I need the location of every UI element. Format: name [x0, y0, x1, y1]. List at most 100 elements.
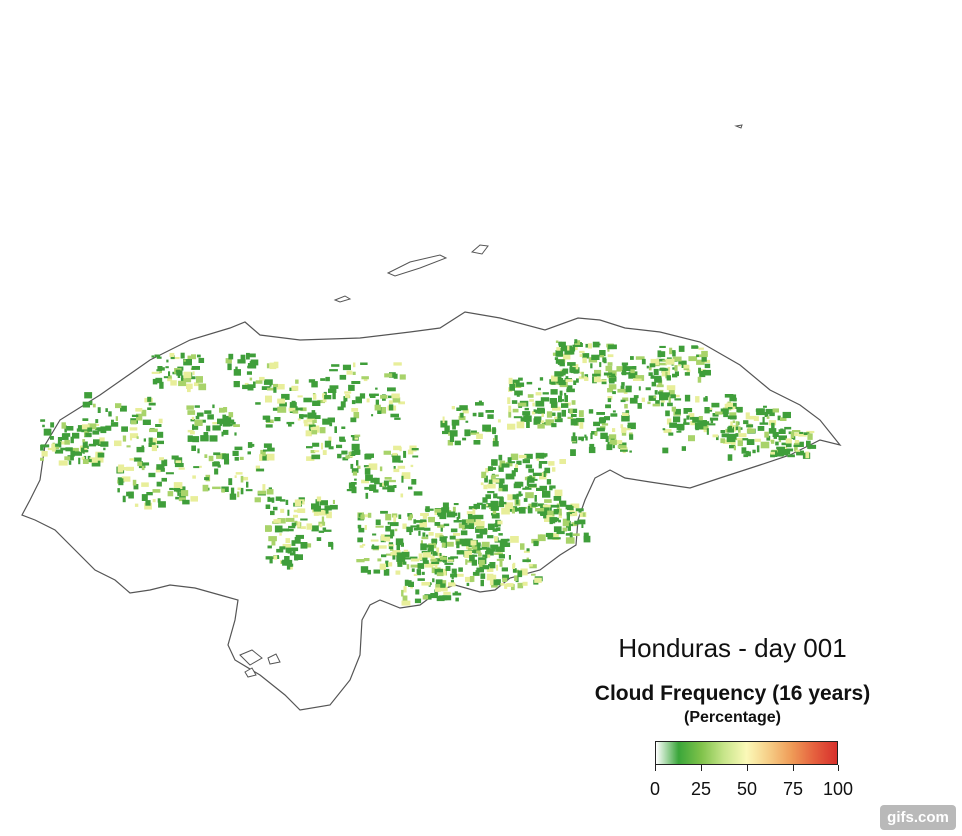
- cloud-speckle: [285, 538, 291, 543]
- cloud-speckle: [621, 372, 630, 375]
- cloud-speckle: [324, 395, 332, 400]
- cloud-speckle: [489, 578, 494, 586]
- cloud-speckle: [633, 378, 642, 381]
- cloud-speckle: [641, 358, 646, 365]
- cloud-speckle: [607, 344, 617, 350]
- cloud-speckle: [599, 350, 606, 357]
- cloud-speckle: [527, 507, 533, 514]
- cloud-speckle: [437, 552, 442, 557]
- cloud-speckle: [268, 536, 277, 542]
- cloud-speckle: [288, 407, 297, 412]
- cloud-speckle: [214, 468, 219, 475]
- cloud-speckle: [555, 340, 559, 343]
- cloud-speckle: [151, 444, 157, 452]
- cloud-speckle: [676, 430, 682, 433]
- cloud-speckle: [537, 503, 544, 507]
- cloud-speckle: [247, 451, 251, 455]
- cloud-speckle: [443, 591, 451, 595]
- cloud-speckle: [675, 408, 681, 415]
- cloud-speckle: [182, 499, 190, 505]
- cloud-speckle: [472, 508, 476, 515]
- cloud-speckle: [473, 440, 481, 445]
- cloud-speckle: [213, 461, 220, 465]
- cloud-speckle: [582, 512, 586, 517]
- cloud-speckle: [609, 439, 617, 446]
- cloud-speckle: [784, 426, 792, 430]
- cloud-speckle: [233, 369, 241, 376]
- cloud-speckle: [604, 416, 610, 421]
- cloud-speckle: [277, 398, 286, 404]
- cloud-speckle: [466, 582, 470, 586]
- cloud-speckle: [559, 500, 567, 507]
- cloud-speckle: [698, 367, 701, 374]
- cloud-speckle: [251, 443, 255, 447]
- cloud-speckle: [141, 445, 144, 449]
- cloud-speckle: [491, 467, 497, 470]
- cloud-speckle: [516, 499, 519, 505]
- cloud-speckle: [237, 359, 246, 364]
- cloud-speckle: [87, 427, 93, 432]
- cloud-speckle: [688, 413, 695, 418]
- cloud-speckle: [50, 422, 55, 428]
- cloud-speckle: [486, 567, 494, 572]
- cloud-speckle: [322, 393, 326, 398]
- cloud-speckle: [762, 416, 765, 424]
- cloud-speckle: [383, 480, 389, 486]
- cloud-speckle: [441, 542, 446, 548]
- cloud-speckle: [134, 503, 139, 507]
- cloud-speckle: [560, 399, 564, 402]
- cloud-speckle: [745, 451, 751, 457]
- cloud-speckle: [40, 444, 50, 448]
- cloud-speckle: [265, 556, 273, 560]
- cloud-speckle: [449, 535, 456, 540]
- cloud-speckle: [681, 446, 686, 451]
- cloud-speckle: [578, 436, 584, 441]
- cloud-speckle: [422, 560, 429, 564]
- cloud-speckle: [169, 352, 175, 357]
- cloud-speckle: [311, 454, 321, 460]
- cloud-speckle: [554, 357, 559, 360]
- cloud-speckle: [261, 386, 271, 390]
- cloud-speckle: [533, 540, 539, 547]
- cloud-speckle: [632, 366, 637, 370]
- cloud-speckle: [249, 353, 256, 358]
- cloud-speckle: [229, 419, 235, 424]
- cloud-speckle: [402, 523, 407, 529]
- cloud-speckle: [609, 381, 615, 384]
- cloud-speckle: [511, 584, 515, 591]
- cloud-speckle: [710, 420, 714, 424]
- cloud-speckle: [60, 447, 69, 451]
- cloud-speckle: [690, 421, 696, 426]
- cloud-speckle: [756, 445, 760, 453]
- cloud-speckle: [266, 489, 274, 495]
- cloud-speckle: [667, 402, 673, 407]
- cloud-speckle: [415, 589, 420, 595]
- cloud-speckle: [322, 527, 327, 531]
- cloud-speckle: [768, 428, 777, 434]
- cloud-speckle: [692, 416, 700, 423]
- cloud-speckle: [540, 397, 550, 402]
- cloud-speckle: [630, 369, 635, 374]
- cloud-speckle: [608, 434, 617, 440]
- cloud-speckle: [444, 425, 450, 433]
- cloud-speckle: [481, 503, 486, 510]
- cloud-speckle: [440, 587, 445, 592]
- cloud-speckle: [770, 451, 775, 455]
- cloud-speckle: [525, 492, 534, 499]
- cloud-speckle: [141, 494, 148, 501]
- cloud-speckle: [531, 502, 538, 507]
- cloud-speckle: [752, 449, 756, 454]
- cloud-speckle: [425, 544, 430, 548]
- cloud-speckle: [542, 422, 547, 425]
- cloud-speckle: [655, 400, 660, 406]
- cloud-speckle: [265, 424, 273, 428]
- cloud-speckle: [665, 410, 670, 417]
- cloud-speckle: [346, 370, 353, 375]
- cloud-speckle: [413, 573, 418, 576]
- cloud-speckle: [482, 554, 488, 559]
- cloud-speckle: [273, 506, 278, 511]
- cloud-speckle: [414, 598, 422, 604]
- cloud-speckle: [348, 451, 352, 456]
- cloud-speckle: [152, 378, 158, 385]
- cloud-speckle: [721, 433, 729, 438]
